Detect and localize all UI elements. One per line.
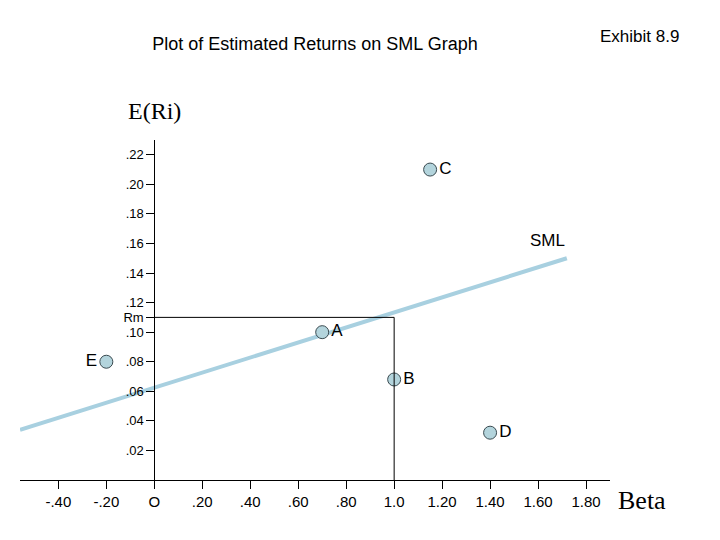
svg-text:.80: .80 (336, 493, 357, 510)
svg-text:Beta: Beta (618, 486, 666, 515)
svg-text:D: D (499, 422, 511, 441)
svg-text:-.20: -.20 (93, 493, 119, 510)
svg-text:.20: .20 (192, 493, 213, 510)
svg-text:1.80: 1.80 (571, 493, 600, 510)
svg-text:1.40: 1.40 (475, 493, 504, 510)
svg-text:Rm: Rm (123, 310, 143, 325)
svg-text:A: A (331, 321, 343, 340)
svg-text:O: O (148, 493, 160, 510)
svg-text:.08: .08 (126, 354, 144, 369)
svg-text:.20: .20 (126, 177, 144, 192)
svg-text:.06: .06 (126, 384, 144, 399)
svg-text:.40: .40 (240, 493, 261, 510)
svg-text:1.20: 1.20 (428, 493, 457, 510)
svg-text:.16: .16 (126, 236, 144, 251)
svg-text:E(Ri): E(Ri) (128, 98, 181, 124)
svg-text:1.60: 1.60 (523, 493, 552, 510)
svg-text:.12: .12 (126, 295, 144, 310)
svg-text:-.40: -.40 (45, 493, 71, 510)
svg-text:.18: .18 (126, 206, 144, 221)
svg-text:.60: .60 (288, 493, 309, 510)
svg-text:.14: .14 (126, 266, 144, 281)
svg-text:B: B (403, 369, 414, 388)
svg-text:E: E (86, 351, 97, 370)
svg-text:C: C (439, 159, 451, 178)
svg-text:1.0: 1.0 (384, 493, 405, 510)
svg-text:Plot of Estimated Returns on S: Plot of Estimated Returns on SML Graph (152, 34, 478, 54)
svg-text:.22: .22 (126, 147, 144, 162)
svg-text:SML: SML (530, 231, 565, 250)
svg-text:.10: .10 (126, 325, 144, 340)
svg-text:.04: .04 (126, 413, 144, 428)
svg-text:.02: .02 (126, 443, 144, 458)
svg-text:Exhibit 8.9: Exhibit 8.9 (600, 27, 679, 46)
